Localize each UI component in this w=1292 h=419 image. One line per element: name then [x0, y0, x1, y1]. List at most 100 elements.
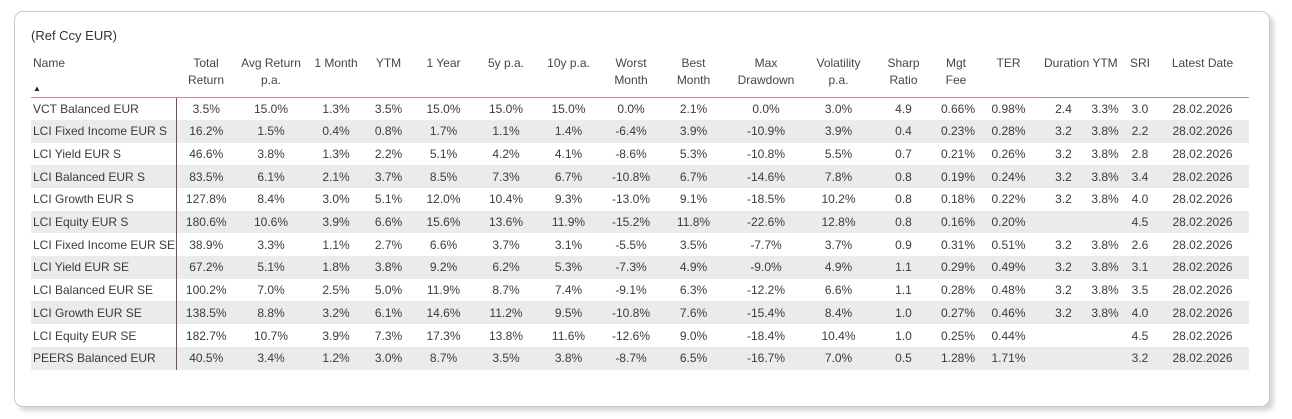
value-cell-5y-pa[interactable]: 10.4%: [488, 192, 524, 207]
value-cell-1-year[interactable]: 11.9%: [426, 283, 461, 298]
value-cell-ytm-2[interactable]: 3.8%: [1086, 256, 1124, 279]
value-cell-total-return[interactable]: 182.7%: [185, 328, 227, 343]
value-cell-5y-pa[interactable]: 4.2%: [492, 147, 520, 162]
value-cell-sri[interactable]: 4.0: [1124, 301, 1156, 325]
value-cell-ytm-2[interactable]: [1086, 324, 1124, 347]
value-cell-latest-date[interactable]: 28.02.2026: [1156, 165, 1249, 189]
value-cell-sri[interactable]: 4.0: [1131, 192, 1149, 207]
value-cell-5y-pa[interactable]: 11.2%: [476, 301, 536, 325]
value-cell-volatility[interactable]: 6.6%: [824, 283, 853, 298]
value-cell-ter[interactable]: 0.20%: [976, 210, 1041, 234]
value-cell-latest-date[interactable]: 28.02.2026: [1156, 346, 1249, 370]
value-cell-duration[interactable]: 3.2: [1055, 147, 1072, 162]
value-cell-volatility[interactable]: 4.9%: [806, 256, 871, 279]
value-cell-worst-month[interactable]: -6.4%: [601, 119, 661, 143]
value-cell-sri[interactable]: 2.8: [1131, 147, 1149, 162]
value-cell-ytm-2[interactable]: 3.8%: [1091, 192, 1119, 207]
row-name-cell[interactable]: LCI Yield EUR SE: [31, 256, 177, 279]
value-cell-10y-pa[interactable]: 9.5%: [536, 301, 601, 325]
value-cell-duration[interactable]: [1041, 346, 1086, 370]
value-cell-ytm-2[interactable]: 3.8%: [1086, 165, 1124, 189]
value-cell-sharp-ratio[interactable]: 0.9: [895, 237, 912, 252]
value-cell-best-month[interactable]: 5.3%: [679, 147, 708, 162]
value-cell-10y-pa[interactable]: 15.0%: [551, 101, 586, 116]
value-cell-max-drawdown[interactable]: -14.6%: [726, 165, 806, 189]
value-cell-total-return[interactable]: 127.8%: [185, 192, 227, 207]
value-cell-duration[interactable]: 2.4: [1055, 101, 1072, 116]
value-cell-1-month[interactable]: 1.3%: [322, 101, 350, 116]
row-name-cell[interactable]: LCI Yield EUR S: [31, 142, 177, 166]
column-header-10y-pa[interactable]: 10y p.a.: [536, 53, 601, 98]
value-cell-ytm-2[interactable]: 3.8%: [1091, 283, 1119, 298]
row-name-cell[interactable]: LCI Growth EUR SE: [31, 301, 177, 325]
value-cell-mgt-fee[interactable]: 0.16%: [936, 210, 976, 234]
value-cell-duration[interactable]: 3.2: [1041, 301, 1086, 325]
value-cell-1-year[interactable]: 5.1%: [429, 147, 458, 162]
value-cell-total-return[interactable]: 83.5%: [176, 165, 236, 189]
column-header-best-month[interactable]: Best Month: [661, 53, 726, 98]
value-cell-total-return[interactable]: 100.2%: [185, 283, 227, 298]
value-cell-total-return[interactable]: 38.9%: [189, 237, 224, 252]
value-cell-mgt-fee[interactable]: 0.28%: [941, 283, 976, 298]
value-cell-avg-return[interactable]: 3.4%: [236, 346, 306, 370]
value-cell-duration[interactable]: [1041, 324, 1086, 347]
value-cell-10y-pa[interactable]: 3.1%: [554, 237, 583, 252]
column-header-5y-pa[interactable]: 5y p.a.: [476, 53, 536, 98]
value-cell-mgt-fee[interactable]: 0.21%: [941, 147, 976, 162]
value-cell-5y-pa[interactable]: 15.0%: [488, 101, 524, 116]
value-cell-ter[interactable]: 1.71%: [976, 346, 1041, 370]
value-cell-10y-pa[interactable]: 6.7%: [536, 165, 601, 189]
value-cell-max-drawdown[interactable]: -16.7%: [726, 346, 806, 370]
value-cell-ytm-2[interactable]: 3.3%: [1091, 101, 1119, 116]
value-cell-worst-month[interactable]: -12.6%: [611, 328, 651, 343]
value-cell-mgt-fee[interactable]: 0.18%: [941, 192, 976, 207]
value-cell-best-month[interactable]: 6.5%: [661, 346, 726, 370]
row-name-cell[interactable]: VCT Balanced EUR: [31, 97, 177, 120]
value-cell-volatility[interactable]: 5.5%: [824, 147, 853, 162]
value-cell-sri[interactable]: 3.0: [1131, 101, 1149, 116]
value-cell-latest-date[interactable]: 28.02.2026: [1156, 210, 1249, 234]
value-cell-max-drawdown[interactable]: -22.6%: [726, 210, 806, 234]
value-cell-max-drawdown[interactable]: -10.9%: [726, 119, 806, 143]
column-header-max-drawdown[interactable]: Max Drawdown: [726, 53, 806, 98]
column-header-volatility[interactable]: Volatility p.a.: [806, 53, 871, 98]
value-cell-1-month[interactable]: 0.4%: [306, 119, 366, 143]
value-cell-ytm-2[interactable]: [1086, 346, 1124, 370]
value-cell-best-month[interactable]: 11.8%: [661, 210, 726, 234]
value-cell-avg-return[interactable]: 5.1%: [236, 256, 306, 279]
value-cell-5y-pa[interactable]: 13.6%: [476, 210, 536, 234]
value-cell-best-month[interactable]: 7.6%: [661, 301, 726, 325]
value-cell-5y-pa[interactable]: 3.7%: [492, 237, 520, 252]
value-cell-ytm[interactable]: 7.3%: [374, 328, 403, 343]
value-cell-ter[interactable]: 0.28%: [976, 119, 1041, 143]
value-cell-ytm-2[interactable]: 3.8%: [1086, 119, 1124, 143]
value-cell-best-month[interactable]: 6.7%: [661, 165, 726, 189]
value-cell-duration[interactable]: 3.2: [1041, 119, 1086, 143]
row-name-cell[interactable]: LCI Equity EUR SE: [31, 324, 177, 347]
value-cell-volatility[interactable]: 8.4%: [806, 301, 871, 325]
value-cell-1-month[interactable]: 3.9%: [322, 328, 350, 343]
value-cell-10y-pa[interactable]: 11.6%: [551, 328, 586, 343]
value-cell-1-year[interactable]: 12.0%: [426, 192, 461, 207]
value-cell-ytm-2[interactable]: 3.8%: [1091, 237, 1119, 252]
value-cell-mgt-fee[interactable]: 0.19%: [936, 165, 976, 189]
value-cell-worst-month[interactable]: -9.1%: [615, 283, 647, 298]
column-header-worst-month[interactable]: Worst Month: [601, 53, 661, 98]
value-cell-ytm-2[interactable]: 3.8%: [1091, 147, 1119, 162]
value-cell-ytm-2[interactable]: 3.8%: [1086, 301, 1124, 325]
value-cell-sri[interactable]: 3.2: [1124, 346, 1156, 370]
column-header-mgt-fee[interactable]: Mgt Fee: [936, 53, 976, 98]
value-cell-sri[interactable]: 3.1: [1124, 256, 1156, 279]
value-cell-avg-return[interactable]: 10.6%: [236, 210, 306, 234]
value-cell-10y-pa[interactable]: 1.4%: [536, 119, 601, 143]
column-header-sharp-ratio[interactable]: Sharp Ratio: [871, 53, 936, 98]
column-header-ytm-2[interactable]: YTM: [1086, 53, 1124, 98]
value-cell-ter[interactable]: 0.48%: [991, 283, 1026, 298]
value-cell-total-return[interactable]: 67.2%: [176, 256, 236, 279]
value-cell-sharp-ratio[interactable]: 1.1: [895, 283, 912, 298]
value-cell-latest-date[interactable]: 28.02.2026: [1172, 192, 1233, 207]
value-cell-mgt-fee[interactable]: 1.28%: [936, 346, 976, 370]
value-cell-volatility[interactable]: 7.0%: [806, 346, 871, 370]
value-cell-latest-date[interactable]: 28.02.2026: [1172, 328, 1233, 343]
value-cell-sharp-ratio[interactable]: 0.8: [871, 165, 936, 189]
